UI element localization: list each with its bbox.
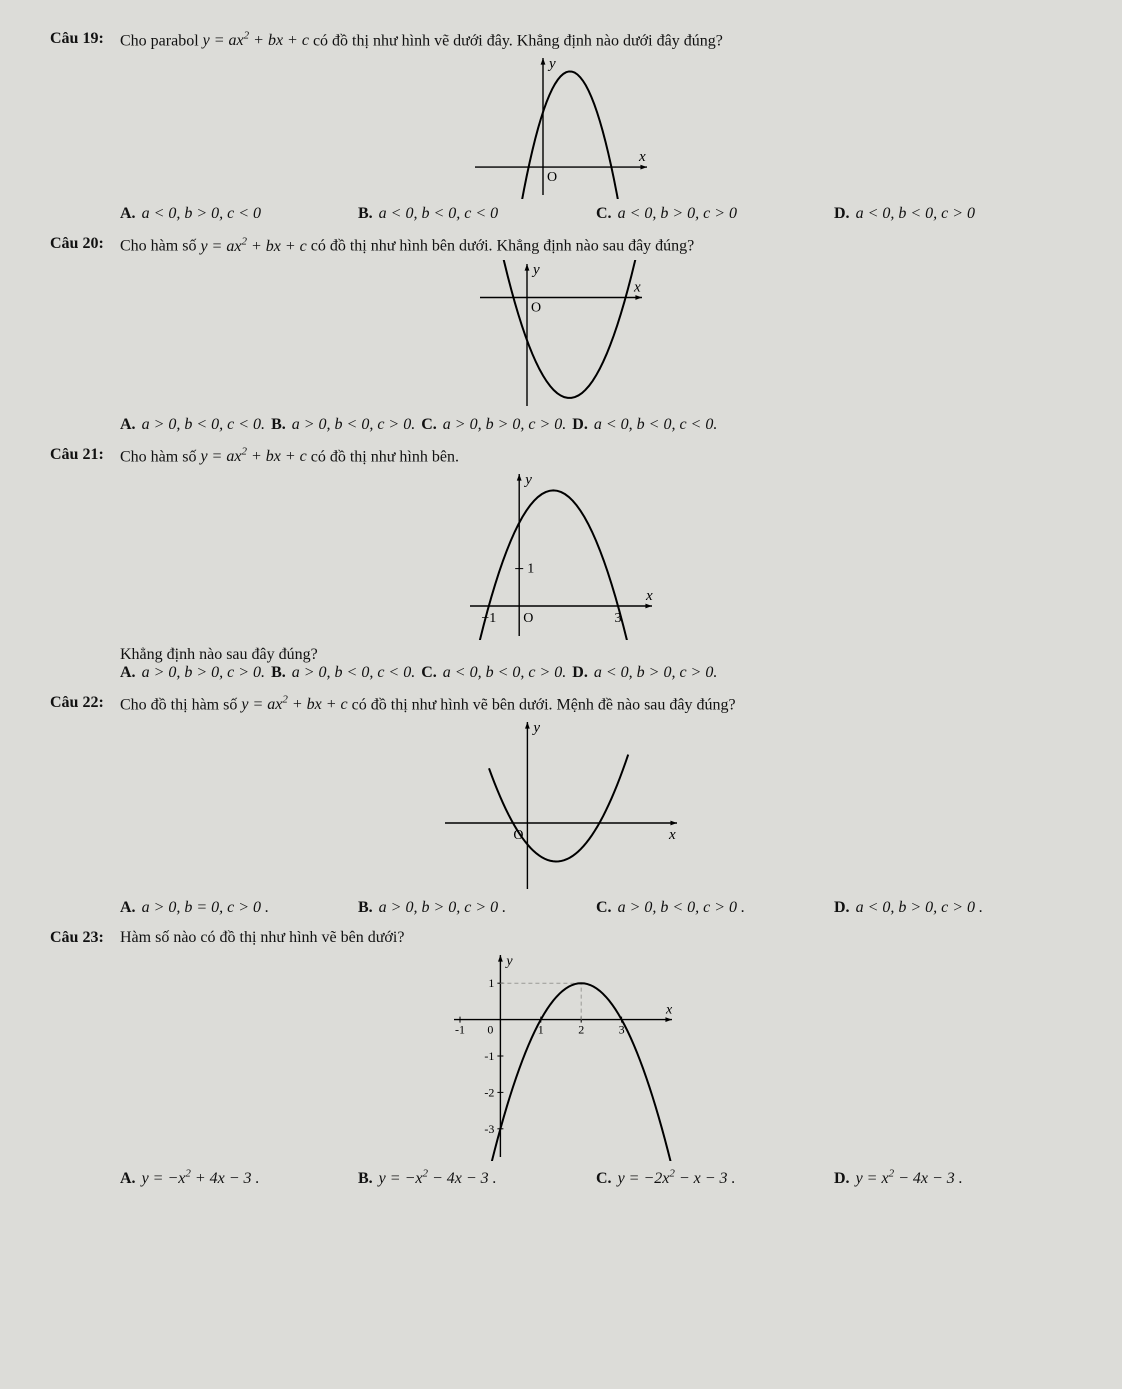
svg-text:-1: -1: [455, 1023, 465, 1037]
q21-graph: yxO−131: [466, 470, 656, 640]
question-label: Câu 22:: [50, 694, 120, 712]
choice-c: C. a > 0, b < 0, c > 0 .: [596, 899, 834, 917]
choice-b: B. a > 0, b > 0, c > 0 .: [358, 899, 596, 917]
svg-text:y: y: [531, 262, 540, 278]
q22-graph: yxO: [441, 718, 681, 893]
choice-b: B. a > 0, b < 0, c < 0.: [271, 664, 415, 682]
svg-text:x: x: [665, 1003, 673, 1018]
choice-a: A. y = −x2 + 4x − 3 .: [120, 1167, 358, 1187]
text-before: Cho hàm số: [120, 238, 200, 255]
choice-a: A. a > 0, b < 0, c < 0.: [120, 416, 265, 434]
svg-text:2: 2: [578, 1023, 584, 1037]
q22-graph-container: yxO: [50, 718, 1072, 893]
q22-choices: A. a > 0, b = 0, c > 0 . B. a > 0, b > 0…: [120, 899, 1072, 917]
choice-a: A. a > 0, b > 0, c > 0.: [120, 664, 265, 682]
q19-graph-container: y x O: [50, 54, 1072, 199]
formula: y = −2x2 − x − 3 .: [618, 1170, 736, 1187]
q23-graph: yx-101231-1-2-3: [446, 951, 676, 1161]
formula: y = ax2 + bx + c: [200, 238, 306, 255]
question-text: Cho parabol y = ax2 + bx + c có đồ thị n…: [120, 30, 1072, 50]
formula: y = ax2 + bx + c: [241, 696, 347, 713]
text-after: có đồ thị như hình bên.: [307, 448, 459, 465]
formula: y = x2 − 4x − 3 .: [856, 1170, 963, 1187]
svg-text:y: y: [504, 954, 513, 969]
choice-b: B. y = −x2 − 4x − 3 .: [358, 1167, 596, 1187]
choice-d: D. a < 0, b < 0, c > 0: [834, 205, 1072, 223]
svg-text:x: x: [668, 827, 676, 843]
q20-choices: A. a > 0, b < 0, c < 0. B. a > 0, b < 0,…: [120, 416, 1072, 434]
question-text: Cho hàm số y = ax2 + bx + c có đồ thị nh…: [120, 446, 1072, 466]
formula: y = ax2 + bx + c: [200, 448, 306, 465]
q19-graph: y x O: [471, 54, 651, 199]
svg-text:x: x: [633, 279, 641, 295]
choice-a: A. a < 0, b > 0, c < 0: [120, 205, 358, 223]
question-20: Câu 20: Cho hàm số y = ax2 + bx + c có đ…: [50, 235, 1072, 433]
question-text: Cho hàm số y = ax2 + bx + c có đồ thị nh…: [120, 235, 1072, 255]
question-19: Câu 19: Cho parabol y = ax2 + bx + c có …: [50, 30, 1072, 223]
question-label: Câu 19:: [50, 30, 120, 48]
q20-graph: y x O: [476, 260, 646, 410]
choice-b: B. a > 0, b < 0, c > 0.: [271, 416, 415, 434]
svg-text:y: y: [531, 720, 540, 736]
svg-text:-1: -1: [484, 1049, 494, 1063]
text-before: Cho hàm số: [120, 448, 200, 465]
formula: y = ax2 + bx + c: [203, 32, 309, 49]
svg-text:x: x: [645, 588, 653, 604]
choice-c: C. y = −2x2 − x − 3 .: [596, 1167, 834, 1187]
choice-c: C. a < 0, b > 0, c > 0: [596, 205, 834, 223]
text-before: Cho parabol: [120, 32, 203, 49]
svg-text:-2: -2: [484, 1086, 494, 1100]
svg-text:x: x: [638, 149, 646, 165]
q23-choices: A. y = −x2 + 4x − 3 . B. y = −x2 − 4x − …: [120, 1167, 1072, 1187]
svg-text:1: 1: [527, 562, 534, 577]
q21-subtext: Khẳng định nào sau đây đúng?: [120, 646, 1072, 664]
q19-choices: A. a < 0, b > 0, c < 0 B. a < 0, b < 0, …: [120, 205, 1072, 223]
question-label: Câu 20:: [50, 235, 120, 253]
q23-graph-container: yx-101231-1-2-3: [50, 951, 1072, 1161]
q21-graph-container: yxO−131: [50, 470, 1072, 640]
question-text: Cho đồ thị hàm số y = ax2 + bx + c có đồ…: [120, 694, 1072, 714]
text-after: có đồ thị như hình bên dưới. Khẳng định …: [307, 238, 695, 255]
svg-text:O: O: [523, 611, 533, 626]
choice-d: D. y = x2 − 4x − 3 .: [834, 1167, 1072, 1187]
svg-text:1: 1: [488, 977, 494, 991]
choice-c: C. a > 0, b > 0, c > 0.: [421, 416, 566, 434]
choice-d: D. a < 0, b < 0, c < 0.: [572, 416, 717, 434]
question-text: Hàm số nào có đồ thị như hình vẽ bên dướ…: [120, 929, 1072, 947]
q20-graph-container: y x O: [50, 260, 1072, 410]
text-after: có đồ thị như hình vẽ bên dưới. Mệnh đề …: [348, 696, 736, 713]
question-22: Câu 22: Cho đồ thị hàm số y = ax2 + bx +…: [50, 694, 1072, 917]
question-label: Câu 23:: [50, 929, 120, 947]
svg-text:0: 0: [487, 1023, 493, 1037]
formula: y = −x2 + 4x − 3 .: [142, 1170, 260, 1187]
choice-d: D. a < 0, b > 0, c > 0.: [572, 664, 717, 682]
svg-text:O: O: [547, 170, 557, 185]
text-before: Cho đồ thị hàm số: [120, 696, 241, 713]
text-after: có đồ thị như hình vẽ dưới đây. Khẳng đị…: [309, 32, 723, 49]
choice-b: B. a < 0, b < 0, c < 0: [358, 205, 596, 223]
choice-a: A. a > 0, b = 0, c > 0 .: [120, 899, 358, 917]
choice-d: D. a < 0, b > 0, c > 0 .: [834, 899, 1072, 917]
question-23: Câu 23: Hàm số nào có đồ thị như hình vẽ…: [50, 929, 1072, 1187]
svg-text:-3: -3: [484, 1122, 494, 1136]
question-label: Câu 21:: [50, 446, 120, 464]
q21-choices: A. a > 0, b > 0, c > 0. B. a > 0, b < 0,…: [120, 664, 1072, 682]
question-21: Câu 21: Cho hàm số y = ax2 + bx + c có đ…: [50, 446, 1072, 682]
svg-text:y: y: [547, 56, 556, 72]
formula: y = −x2 − 4x − 3 .: [379, 1170, 497, 1187]
choice-c: C. a < 0, b < 0, c > 0.: [421, 664, 566, 682]
svg-text:O: O: [531, 300, 541, 315]
svg-text:y: y: [523, 472, 532, 488]
